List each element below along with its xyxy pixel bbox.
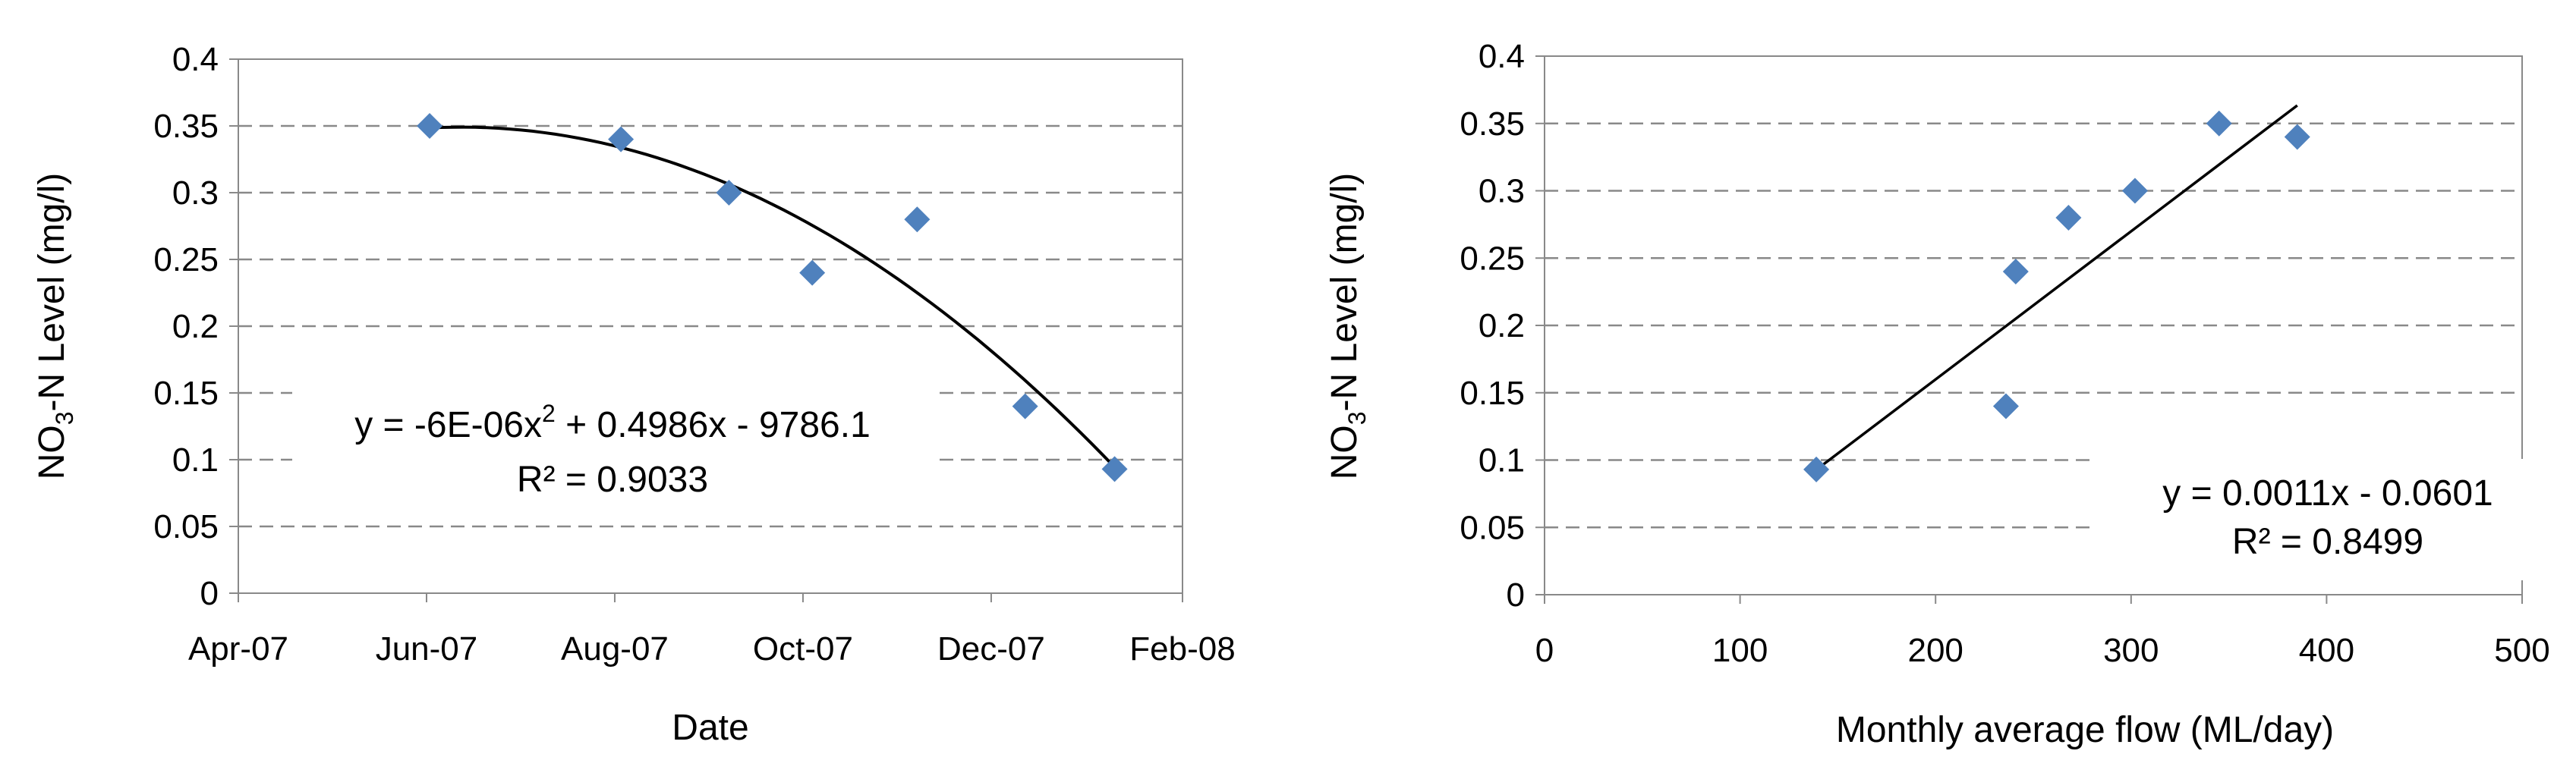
x-tick-label: 0 [1535,632,1554,669]
y-axis-label: NO3-N Level (mg/l) [1324,173,1371,480]
y-tick-label: 0.2 [172,308,219,345]
trendline [430,125,1116,469]
trendline [1815,104,2298,471]
y-tick-label: 0.05 [153,508,219,545]
y-tick-label: 0.35 [153,108,219,145]
y-tick-label: 0 [200,575,219,612]
trendline-equation: y = 0.0011x - 0.0601 [2162,473,2493,514]
y-tick-label: 0.4 [172,41,219,78]
x-tick-label: 300 [2103,632,2159,669]
x-tick-label: Oct-07 [753,630,853,668]
x-tick-labels: 0 100 200 300 400 500 [1535,632,2550,669]
equation-background [292,383,934,512]
data-point [2055,205,2082,231]
y-tick-label: 0.4 [1479,38,1525,75]
chart-flow-vs-no3: 0 0.05 0.1 0.15 0.2 0.25 0.3 0.35 0.4 0 100 200 300… [1324,38,2567,750]
data-point [2121,178,2148,204]
y-tick-label: 0 [1507,577,1525,614]
y-tick-label: 0.2 [1479,307,1525,344]
chart-date-vs-no3: 0 0.05 0.1 0.15 0.2 0.25 0.3 0.35 0.4 Apr-07 Jun-… [32,41,1236,748]
data-point [2284,124,2310,150]
trendline-linear [1815,104,2298,471]
data-point [904,206,931,233]
data-point [1101,456,1128,482]
y-tick-label: 0.3 [172,174,219,212]
data-point [1012,393,1038,419]
x-tick-label: Aug-07 [561,630,669,668]
data-point [799,259,826,286]
y-tick-label: 0.15 [153,375,219,412]
x-tick-labels: Apr-07 Jun-07 Aug-07 Oct-07 Dec-07 Feb-08 [188,630,1236,668]
x-tick-label: Feb-08 [1129,630,1235,668]
data-point [417,113,443,139]
x-tick-label: Dec-07 [937,630,1045,668]
data-point [2002,259,2029,284]
x-axis-label: Monthly average flow (ML/day) [1836,710,2334,750]
trendline-r2: R² = 0.8499 [2232,522,2423,562]
y-tick-label: 0.1 [172,441,219,479]
y-tick-labels: 0 0.05 0.1 0.15 0.2 0.25 0.3 0.35 0.4 [153,41,219,612]
data-point [2206,110,2232,137]
x-tick-label: Apr-07 [188,630,288,668]
equation-background [2096,459,2567,580]
trendline-r2: R² = 0.9033 [517,460,708,500]
data-points [417,113,1128,482]
y-tick-label: 0.05 [1460,509,1525,546]
x-axis-label: Date [672,708,748,748]
x-tick-label: 200 [1907,632,1963,669]
x-tick-label: 100 [1712,632,1768,669]
y-tick-label: 0.25 [1460,240,1525,277]
data-point [1992,393,2019,419]
trendline-equation: y = -6E-06x2 + 0.4986x - 9786.1 [354,400,871,445]
data-points [1803,110,2310,482]
x-tick-label: 400 [2299,632,2354,669]
gridlines [229,58,1183,602]
data-point [716,180,742,206]
x-tick-label: 500 [2494,632,2549,669]
y-tick-label: 0.3 [1479,173,1525,210]
y-axis-label: NO3-N Level (mg/l) [32,173,78,480]
y-tick-label: 0.25 [153,241,219,278]
x-tick-label: Jun-07 [376,630,478,668]
trendline-polynomial [430,125,1116,469]
y-tick-label: 0.1 [1479,442,1525,479]
y-tick-labels: 0 0.05 0.1 0.15 0.2 0.25 0.3 0.35 0.4 [1460,38,1525,614]
data-point [608,126,635,152]
y-tick-label: 0.15 [1460,375,1525,412]
plot-area-border [1544,55,2523,595]
data-point [1803,456,1830,482]
plot-area-border [238,58,1183,594]
y-tick-label: 0.35 [1460,105,1525,143]
